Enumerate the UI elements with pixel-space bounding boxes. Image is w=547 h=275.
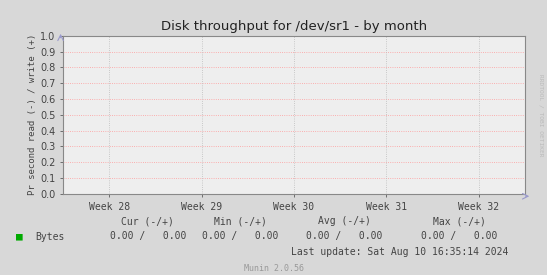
Title: Disk throughput for /dev/sr1 - by month: Disk throughput for /dev/sr1 - by month [161,20,427,33]
Text: Avg (-/+): Avg (-/+) [318,216,371,226]
Text: Munin 2.0.56: Munin 2.0.56 [243,264,304,273]
Text: 0.00 /   0.00: 0.00 / 0.00 [202,232,279,241]
Text: Last update: Sat Aug 10 16:35:14 2024: Last update: Sat Aug 10 16:35:14 2024 [290,248,508,257]
Text: Cur (-/+): Cur (-/+) [121,216,174,226]
Y-axis label: Pr second read (-) / write (+): Pr second read (-) / write (+) [28,34,37,196]
Text: 0.00 /   0.00: 0.00 / 0.00 [306,232,383,241]
Text: Bytes: Bytes [36,232,65,241]
Text: 0.00 /   0.00: 0.00 / 0.00 [109,232,186,241]
Text: ■: ■ [16,232,23,241]
Text: Max (-/+): Max (-/+) [433,216,486,226]
Text: RRDTOOL / TOBI OETIKER: RRDTOOL / TOBI OETIKER [538,74,543,157]
Text: 0.00 /   0.00: 0.00 / 0.00 [421,232,498,241]
Text: Min (-/+): Min (-/+) [214,216,267,226]
